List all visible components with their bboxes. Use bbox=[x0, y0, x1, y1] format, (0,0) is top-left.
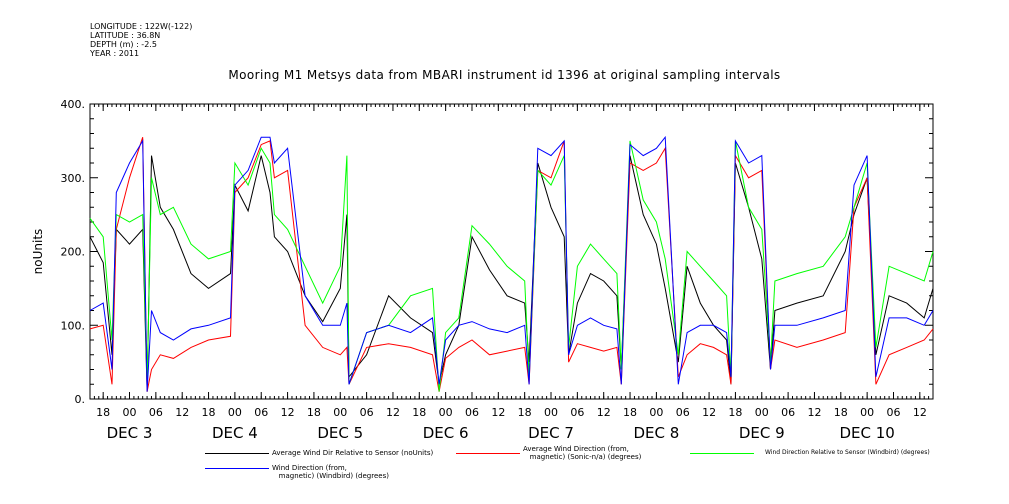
y-tick-label: 0. bbox=[75, 393, 86, 406]
x-hour-label: 12 bbox=[386, 406, 400, 419]
x-day-label: DEC 3 bbox=[107, 424, 153, 442]
x-hour-label: 00 bbox=[333, 406, 347, 419]
series-line-2 bbox=[89, 140, 934, 392]
legend-item-wind-dir-relative-windbird: Wind Direction Relative to Sensor (Windb… bbox=[765, 449, 930, 456]
metadata-longitude: LONGITUDE : 122W(-122) bbox=[90, 22, 193, 31]
metadata-depth: DEPTH (m) : -2.5 bbox=[90, 40, 157, 49]
x-hour-label: 00 bbox=[544, 406, 558, 419]
x-day-label: DEC 8 bbox=[633, 424, 679, 442]
x-hour-label: 00 bbox=[228, 406, 242, 419]
plot-frame bbox=[89, 103, 934, 400]
legend-swatch-black bbox=[205, 453, 269, 454]
metadata-latitude: LATITUDE : 36.8N bbox=[90, 31, 161, 40]
x-hour-label: 18 bbox=[307, 406, 321, 419]
x-hour-label: 06 bbox=[570, 406, 584, 419]
x-day-label: DEC 5 bbox=[317, 424, 363, 442]
metadata-year: YEAR : 2011 bbox=[90, 49, 140, 58]
x-hour-label: 06 bbox=[254, 406, 268, 419]
legend-item-avg-wind-dir-relative: Average Wind Dir Relative to Sensor (noU… bbox=[272, 449, 434, 457]
x-hour-label: 06 bbox=[781, 406, 795, 419]
legend-item-wind-direction-windbird: Wind Direction (from, magnetic) (Windbir… bbox=[272, 464, 389, 480]
x-hour-label: 06 bbox=[465, 406, 479, 419]
x-day-label: DEC 6 bbox=[423, 424, 469, 442]
x-hour-label: 12 bbox=[175, 406, 189, 419]
x-day-label: DEC 7 bbox=[528, 424, 574, 442]
x-hour-label: 18 bbox=[518, 406, 532, 419]
x-hour-label: 12 bbox=[807, 406, 821, 419]
x-hour-label: 00 bbox=[123, 406, 137, 419]
x-hour-label: 12 bbox=[491, 406, 505, 419]
x-hour-label: 00 bbox=[649, 406, 663, 419]
x-hour-label: 18 bbox=[202, 406, 216, 419]
x-hour-label: 06 bbox=[360, 406, 374, 419]
chart-title: Mooring M1 Metsys data from MBARI instru… bbox=[228, 68, 781, 82]
series-line-0 bbox=[89, 155, 934, 392]
x-hour-label: 00 bbox=[860, 406, 874, 419]
y-axis-label: noUnits bbox=[31, 229, 45, 275]
series-line-3 bbox=[89, 135, 934, 392]
x-hour-label: 00 bbox=[755, 406, 769, 419]
x-day-label: DEC 4 bbox=[212, 424, 258, 442]
x-hour-label: 06 bbox=[676, 406, 690, 419]
x-hour-label: 06 bbox=[149, 406, 163, 419]
x-hour-label: 06 bbox=[886, 406, 900, 419]
x-day-label: DEC 9 bbox=[739, 424, 785, 442]
x-hour-label: 12 bbox=[281, 406, 295, 419]
x-hour-label: 18 bbox=[96, 406, 110, 419]
legend-swatch-red bbox=[456, 453, 520, 454]
x-hour-label: 12 bbox=[913, 406, 927, 419]
x-hour-label: 18 bbox=[412, 406, 426, 419]
series-line-1 bbox=[89, 137, 934, 392]
y-tick-label: 200. bbox=[61, 246, 86, 259]
x-hour-label: 18 bbox=[834, 406, 848, 419]
y-tick-label: 100. bbox=[61, 319, 86, 332]
x-hour-label: 12 bbox=[702, 406, 716, 419]
y-tick-label: 300. bbox=[61, 172, 86, 185]
legend-swatch-green bbox=[690, 453, 754, 454]
y-tick-label: 400. bbox=[61, 98, 86, 111]
x-hour-label: 12 bbox=[597, 406, 611, 419]
legend-item-avg-wind-direction-sonic: Average Wind Direction (from, magnetic) … bbox=[523, 445, 642, 461]
x-hour-label: 00 bbox=[439, 406, 453, 419]
metadata-block: LONGITUDE : 122W(-122) LATITUDE : 36.8N … bbox=[90, 22, 192, 58]
legend-swatch-blue bbox=[205, 468, 269, 469]
x-hour-label: 18 bbox=[728, 406, 742, 419]
x-day-label: DEC 10 bbox=[839, 424, 894, 442]
x-hour-label: 18 bbox=[623, 406, 637, 419]
